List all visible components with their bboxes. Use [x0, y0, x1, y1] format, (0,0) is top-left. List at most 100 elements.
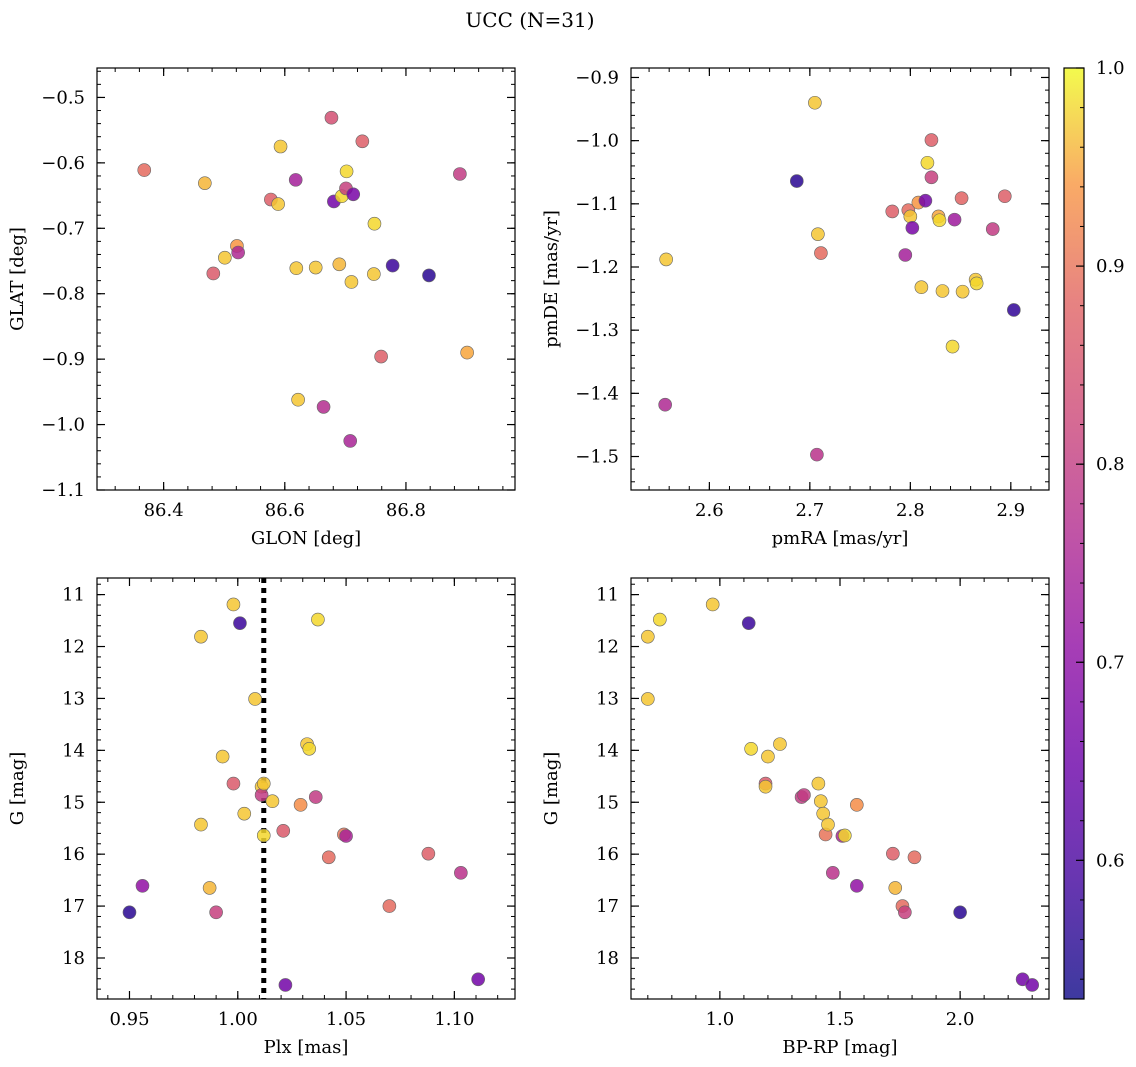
- colorbar-tick-label: 0.7: [1096, 652, 1125, 673]
- x-tick-label: 1.10: [434, 1009, 474, 1030]
- data-point: [289, 261, 304, 276]
- y-tick-label: 14: [596, 740, 619, 761]
- data-point: [256, 828, 271, 843]
- data-point: [311, 612, 325, 627]
- colorbar: 0.6 0.7 0.8 0.9 1.0: [1063, 58, 1125, 1000]
- y-tick-label: 14: [62, 740, 85, 761]
- y-tick-label: 12: [596, 637, 619, 658]
- data-point: [346, 187, 361, 202]
- data-point: [918, 193, 933, 208]
- minor-ticks: [631, 578, 1049, 999]
- data-point: [332, 257, 347, 272]
- data-point: [316, 400, 331, 414]
- data-point: [367, 216, 382, 231]
- data-point: [953, 905, 967, 920]
- data-point: [658, 397, 672, 412]
- x-tick-label: 0.95: [109, 1009, 149, 1030]
- colorbar-frame: [1063, 67, 1085, 1000]
- minor-ticks: [631, 68, 1049, 490]
- data-point: [808, 95, 822, 110]
- data-point: [291, 392, 305, 407]
- data-point: [122, 905, 137, 920]
- data-point: [653, 612, 667, 627]
- data-point: [218, 250, 232, 265]
- data-point: [888, 881, 903, 895]
- x-tick-label: 1.0: [706, 1009, 735, 1030]
- data-point: [460, 345, 474, 360]
- colorbar-tick-label: 0.6: [1096, 850, 1125, 871]
- data-point: [797, 788, 811, 802]
- y-tick-label: 17: [596, 896, 619, 917]
- y-tick-label: −1.4: [575, 383, 619, 404]
- x-tick-label: 2.0: [946, 1009, 975, 1030]
- y-tick-label: −0.5: [41, 87, 85, 108]
- x-tick-label: 86.4: [144, 500, 184, 521]
- axes-frame: [630, 577, 1050, 1000]
- data-point: [302, 741, 317, 756]
- data-point: [1007, 303, 1021, 317]
- data-point: [194, 629, 208, 644]
- data-point: [924, 133, 939, 147]
- data-point: [343, 434, 358, 448]
- scatter-points: [658, 95, 1021, 462]
- data-point: [374, 349, 388, 364]
- data-point: [821, 817, 835, 832]
- data-point: [898, 905, 912, 920]
- data-point: [355, 134, 370, 149]
- y-tick-label: 16: [596, 844, 619, 865]
- data-point: [924, 170, 939, 185]
- data-point: [773, 737, 787, 751]
- y-tick-label: −0.7: [41, 218, 85, 239]
- y-tick-label: 13: [62, 688, 85, 709]
- panel-bprp-g: 1.0 1.5 2.0 11 12 13 14 15 16 17 18 BP-RP [mag] G [m…: [541, 577, 1050, 1058]
- y-tick-label: 17: [62, 896, 85, 917]
- y-axis-label: G [mag]: [7, 752, 28, 825]
- data-point: [811, 776, 826, 791]
- axes-frame: [96, 67, 516, 491]
- data-point: [385, 258, 400, 273]
- minor-ticks: [97, 578, 515, 999]
- data-point: [256, 776, 271, 791]
- data-point: [825, 866, 840, 880]
- panel-plx-g: 0.95 1.00 1.05 1.10 11 12 13 14 15 16 17 18 Plx [mas…: [7, 577, 516, 1058]
- y-tick-label: −1.2: [575, 257, 619, 278]
- y-tick-label: −1.3: [575, 320, 619, 341]
- x-axis-label: Plx [mas]: [264, 1037, 349, 1058]
- data-point: [814, 246, 828, 260]
- data-point: [226, 776, 241, 791]
- y-tick-label: 18: [62, 948, 85, 969]
- x-tick-label: 2.9: [996, 500, 1025, 521]
- y-tick-label: 18: [596, 948, 619, 969]
- data-point: [278, 978, 293, 992]
- data-point: [905, 221, 920, 235]
- data-point: [969, 276, 984, 291]
- figure-title: UCC (N=31): [465, 8, 594, 32]
- y-tick-label: −0.6: [41, 153, 85, 174]
- data-point: [1025, 978, 1039, 992]
- data-point: [308, 260, 323, 275]
- data-point: [744, 741, 758, 756]
- data-point: [194, 817, 208, 832]
- x-tick-label: 86.6: [265, 500, 305, 521]
- y-tick-label: 15: [596, 792, 619, 813]
- data-point: [914, 280, 929, 295]
- data-point: [453, 167, 467, 181]
- data-point: [454, 866, 468, 880]
- data-point: [641, 692, 655, 706]
- y-tick-label: −1.0: [41, 415, 85, 436]
- y-tick-label: −1.0: [575, 131, 619, 152]
- x-tick-label: 2.7: [796, 500, 825, 521]
- panel-pmra-pmde: 2.6 2.7 2.8 2.9 −0.9 −1.0 −1.1 −1.2 −1.3 −1.4 −1.5…: [541, 67, 1050, 549]
- x-axis-label: GLON [deg]: [251, 528, 361, 549]
- data-point: [954, 191, 969, 205]
- data-point: [198, 176, 212, 190]
- data-point: [758, 779, 773, 794]
- data-point: [137, 163, 152, 177]
- data-point: [237, 806, 252, 821]
- colorbar-tick-label: 1.0: [1096, 58, 1125, 79]
- y-tick-label: 15: [62, 792, 85, 813]
- data-point: [935, 284, 950, 298]
- data-point: [226, 597, 241, 612]
- data-point: [293, 798, 308, 812]
- x-tick-label: 2.8: [896, 500, 925, 521]
